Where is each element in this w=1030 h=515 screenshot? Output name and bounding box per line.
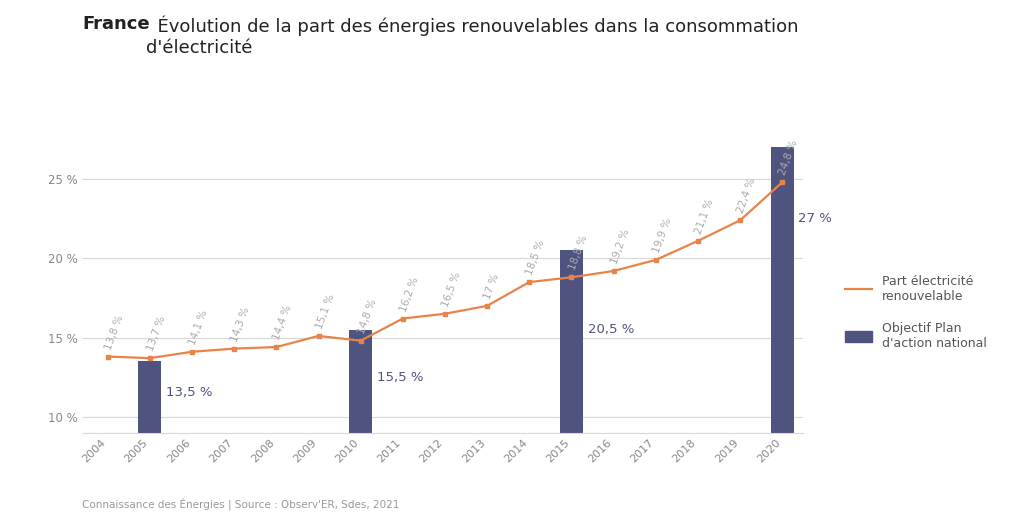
Text: 18,8 %: 18,8 %	[568, 234, 589, 272]
Text: 13,8 %: 13,8 %	[103, 314, 126, 351]
Text: 18,5 %: 18,5 %	[525, 239, 547, 277]
Text: France: France	[82, 15, 150, 33]
Bar	[349, 330, 372, 433]
Text: 13,5 %: 13,5 %	[166, 386, 212, 400]
Text: 20,5 %: 20,5 %	[587, 323, 633, 336]
Text: 21,1 %: 21,1 %	[693, 198, 716, 235]
Text: 13,7 %: 13,7 %	[145, 315, 167, 353]
Text: 15,1 %: 15,1 %	[314, 293, 336, 331]
Text: Évolution de la part des énergies renouvelables dans la consommation
d'électrici: Évolution de la part des énergies renouv…	[146, 15, 798, 57]
Text: 16,5 %: 16,5 %	[441, 270, 462, 308]
Text: 19,9 %: 19,9 %	[652, 217, 674, 254]
Text: 16,2 %: 16,2 %	[399, 276, 420, 313]
Legend: Part électricité
renouvelable, Objectif Plan
d'action national: Part électricité renouvelable, Objectif …	[838, 269, 993, 356]
Text: 19,2 %: 19,2 %	[610, 228, 631, 265]
Text: 14,8 %: 14,8 %	[356, 298, 378, 335]
Text: 24,8 %: 24,8 %	[778, 139, 800, 177]
Text: Connaissance des Énergies | Source : Observ'ER, Sdes, 2021: Connaissance des Énergies | Source : Obs…	[82, 497, 400, 510]
Text: 22,4 %: 22,4 %	[735, 177, 758, 215]
Text: 14,1 %: 14,1 %	[187, 308, 209, 346]
Bar	[138, 362, 162, 433]
Text: 14,3 %: 14,3 %	[230, 305, 251, 343]
Text: 15,5 %: 15,5 %	[377, 371, 423, 384]
Bar	[770, 147, 794, 433]
Text: 17 %: 17 %	[483, 272, 502, 300]
Bar	[560, 250, 583, 433]
Text: 14,4 %: 14,4 %	[272, 304, 294, 341]
Text: 27 %: 27 %	[798, 212, 832, 225]
